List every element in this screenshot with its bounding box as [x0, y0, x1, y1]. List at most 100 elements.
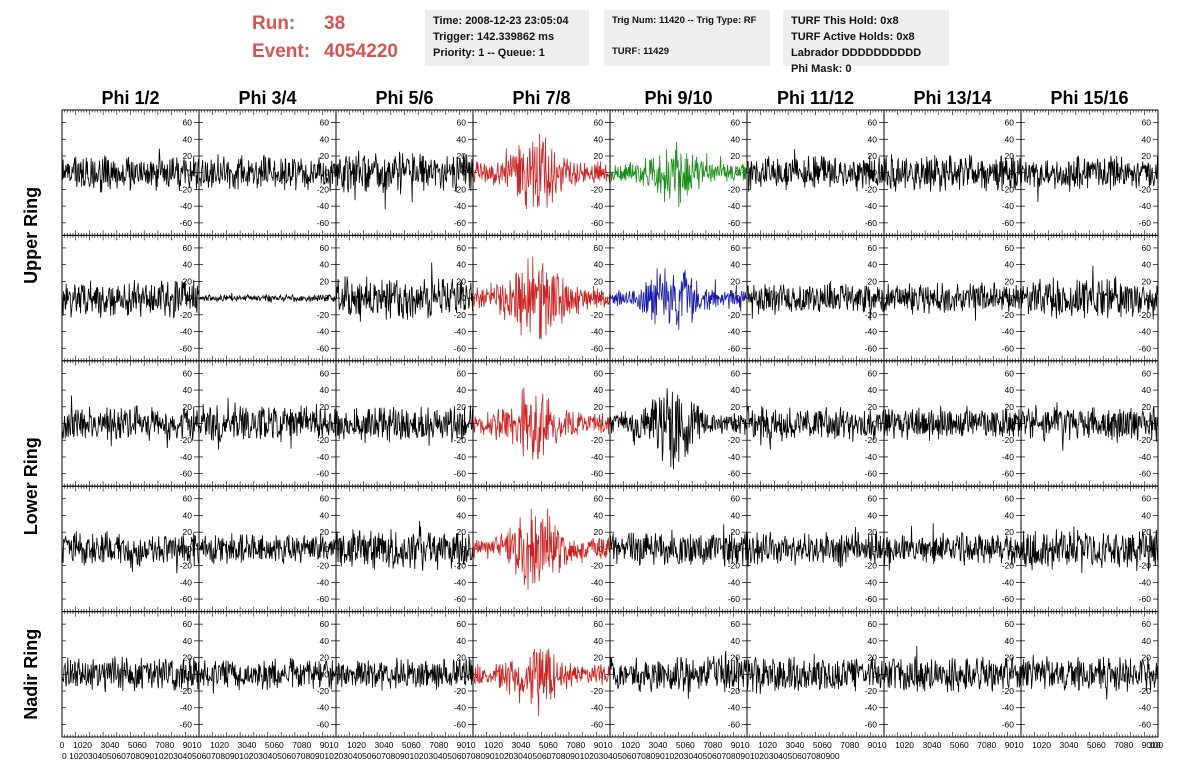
y-tick-label-r1-c1--40: -40	[317, 327, 330, 337]
y-tick-label-r4-c0--40: -40	[180, 703, 193, 713]
y-tick-label-r4-c6--20: -20	[1002, 686, 1015, 696]
turf-active-line: TURF Active Holds: 0x8	[791, 31, 915, 43]
y-tick-label-r4-c0-0: 0	[187, 669, 192, 679]
y-tick-label-r1-c6-60: 60	[1005, 243, 1015, 253]
y-tick-label-r1-c6-40: 40	[1005, 260, 1015, 270]
column-title-3: Phi 5/6	[375, 88, 433, 108]
panel-frame-r4-c1	[198, 611, 337, 738]
y-tick-label-r1-c6-20: 20	[1005, 276, 1015, 286]
y-tick-label-r2-c5--40: -40	[865, 452, 878, 462]
y-tick-label-r3-c3-0: 0	[598, 544, 603, 554]
y-tick-label-r0-c7-40: 40	[1142, 134, 1152, 144]
y-tick-label-r4-c5--40: -40	[865, 703, 878, 713]
y-tick-label-r0-c2--40: -40	[454, 201, 467, 211]
y-tick-label-r0-c5-60: 60	[868, 118, 878, 128]
waveform-trace-r4-c3	[472, 648, 611, 716]
y-tick-label-r2-c7-20: 20	[1142, 402, 1152, 412]
y-tick-label-r0-c1--60: -60	[317, 218, 330, 228]
y-tick-label-r2-c6-40: 40	[1005, 385, 1015, 395]
y-tick-label-r3-c3--20: -20	[591, 561, 604, 571]
y-tick-label-r2-c2-40: 40	[457, 385, 467, 395]
y-tick-label-r3-c7--40: -40	[1139, 577, 1152, 587]
y-tick-label-r1-c7-60: 60	[1142, 243, 1152, 253]
y-tick-label-r2-c2--40: -40	[454, 452, 467, 462]
y-tick-label-r2-c7-0: 0	[1146, 419, 1151, 429]
y-tick-label-r1-c0-60: 60	[183, 243, 193, 253]
y-tick-label-r2-c3-40: 40	[594, 385, 604, 395]
y-tick-label-r2-c7-40: 40	[1142, 385, 1152, 395]
y-tick-label-r0-c3--60: -60	[591, 218, 604, 228]
y-tick-label-r3-c6--20: -20	[1002, 561, 1015, 571]
y-tick-label-r2-c2-20: 20	[457, 402, 467, 412]
y-tick-label-r0-c7-60: 60	[1142, 118, 1152, 128]
y-tick-label-r3-c1-20: 20	[320, 527, 330, 537]
y-tick-label-r1-c1-20: 20	[320, 276, 330, 286]
y-tick-label-r3-c4-60: 60	[731, 494, 741, 504]
y-tick-label-r0-c7--20: -20	[1139, 184, 1152, 194]
run-event-block: Run: 38 Event: 4054220	[252, 10, 398, 66]
y-tick-label-r4-c5-0: 0	[872, 669, 877, 679]
y-tick-label-r4-c1-0: 0	[324, 669, 329, 679]
y-tick-label-r2-c0--40: -40	[180, 452, 193, 462]
y-tick-label-r0-c1-20: 20	[320, 151, 330, 161]
y-tick-label-r4-c6-0: 0	[1009, 669, 1014, 679]
y-tick-label-r0-c6-60: 60	[1005, 118, 1015, 128]
turf-line: TURF: 11429	[612, 46, 670, 57]
y-tick-label-r2-c3--40: -40	[591, 452, 604, 462]
y-tick-label-r1-c3--20: -20	[591, 310, 604, 320]
y-tick-label-r0-c4-20: 20	[731, 151, 741, 161]
waveform-trace-r0-c0	[61, 148, 200, 193]
waveform-trace-r4-c2	[335, 657, 474, 691]
y-tick-label-r1-c1--60: -60	[317, 343, 330, 353]
y-tick-label-r2-c7--60: -60	[1139, 469, 1152, 479]
y-tick-label-r1-c2-40: 40	[457, 260, 467, 270]
y-tick-label-r4-c4--40: -40	[728, 703, 741, 713]
run-label: Run:	[252, 13, 296, 34]
y-tick-label-r4-c4-60: 60	[731, 619, 741, 629]
y-tick-label-r0-c6--60: -60	[1002, 218, 1015, 228]
y-tick-label-r1-c0-40: 40	[183, 260, 193, 270]
y-tick-label-r0-c3-60: 60	[594, 118, 604, 128]
waveform-trace-r0-c2	[335, 150, 474, 210]
y-tick-label-r3-c7--20: -20	[1139, 561, 1152, 571]
y-tick-label-r3-c0-0: 0	[187, 544, 192, 554]
y-tick-label-r3-c1--40: -40	[317, 577, 330, 587]
y-tick-label-r4-c2--60: -60	[454, 719, 467, 729]
y-tick-label-r3-c0-40: 40	[183, 510, 193, 520]
y-tick-label-r1-c6--20: -20	[1002, 310, 1015, 320]
y-tick-label-r2-c4--20: -20	[728, 435, 741, 445]
y-tick-label-r2-c6--40: -40	[1002, 452, 1015, 462]
y-tick-label-r4-c3--20: -20	[591, 686, 604, 696]
y-tick-label-r3-c3--40: -40	[591, 577, 604, 587]
y-tick-label-r3-c2-60: 60	[457, 494, 467, 504]
y-tick-label-r3-c4--20: -20	[728, 561, 741, 571]
y-tick-label-r0-c3-40: 40	[594, 134, 604, 144]
y-tick-label-r3-c5-60: 60	[868, 494, 878, 504]
waveform-trace-r3-c6	[883, 523, 1022, 571]
y-tick-label-r0-c6-20: 20	[1005, 151, 1015, 161]
y-tick-label-r3-c4--40: -40	[728, 577, 741, 587]
trig-num-line: Trig Num: 11420 -- Trig Type: RF	[612, 15, 757, 26]
y-tick-label-r3-c2--20: -20	[454, 561, 467, 571]
y-tick-label-r2-c4-40: 40	[731, 385, 741, 395]
y-tick-label-r3-c4--60: -60	[728, 594, 741, 604]
y-tick-label-r1-c1--20: -20	[317, 310, 330, 320]
y-tick-label-r4-c4-40: 40	[731, 636, 741, 646]
y-tick-label-r1-c4-40: 40	[731, 260, 741, 270]
y-tick-label-r3-c1--60: -60	[317, 594, 330, 604]
run-value: 38	[324, 13, 346, 34]
y-tick-label-r4-c1--60: -60	[317, 719, 330, 729]
y-tick-label-r3-c5-40: 40	[868, 510, 878, 520]
y-tick-label-r4-c2--20: -20	[454, 686, 467, 696]
waveform-trace-r0-c4	[609, 141, 748, 208]
y-tick-label-r2-c3-60: 60	[594, 368, 604, 378]
y-tick-label-r2-c5-20: 20	[868, 402, 878, 412]
column-title-7: Phi 13/14	[913, 88, 991, 108]
y-tick-label-r1-c2--20: -20	[454, 310, 467, 320]
y-tick-label-r2-c4-0: 0	[735, 419, 740, 429]
y-tick-label-r1-c6--40: -40	[1002, 327, 1015, 337]
event-value: 4054220	[324, 41, 398, 62]
y-tick-label-r1-c2--40: -40	[454, 327, 467, 337]
column-title-8: Phi 15/16	[1050, 88, 1128, 108]
